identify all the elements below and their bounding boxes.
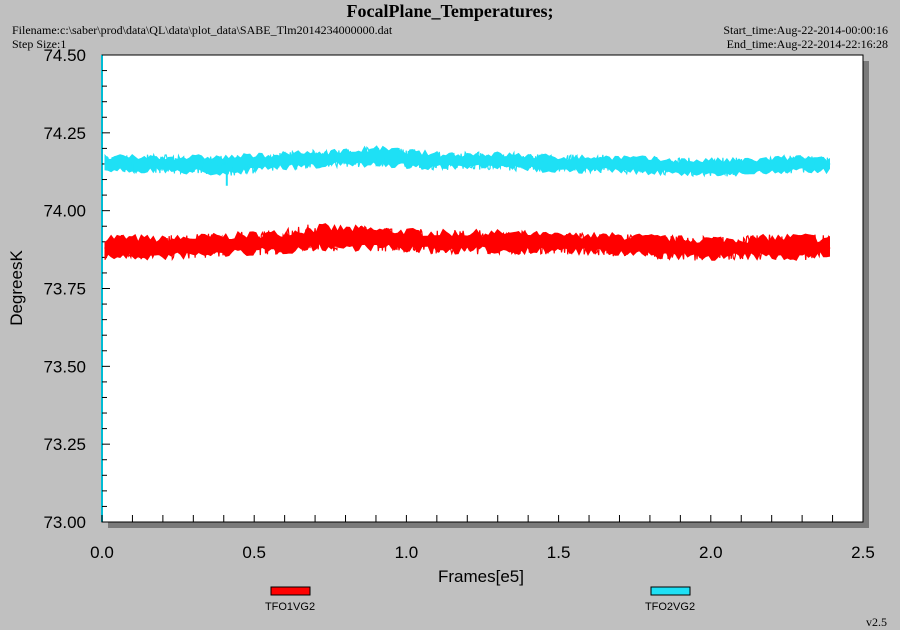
y-tick-label: 74.25 (43, 124, 86, 143)
legend-swatch-tfo1vg2 (270, 586, 311, 596)
data-point-tfo2vg2 (679, 166, 682, 168)
data-point-tfo1vg2 (618, 244, 621, 246)
y-tick-label: 74.00 (43, 202, 86, 221)
data-point-tfo2vg2 (104, 163, 106, 165)
y-tick-label: 73.25 (43, 435, 86, 454)
x-tick-label: 0.5 (242, 543, 266, 562)
data-point-tfo2vg2 (344, 156, 347, 159)
series-line-tfo2vg2 (104, 146, 831, 178)
y-tick-label: 73.00 (43, 513, 86, 532)
y-tick-label: 74.50 (43, 46, 86, 65)
tick-label-layer: 0.0 0.5 1.0 1.5 2.0 2.5 73.00 73.25 73.50 73.75 74… (43, 46, 874, 562)
x-tick-label: 0.0 (90, 543, 114, 562)
data-point-tfo1vg2 (162, 247, 164, 249)
data-point-tfo2vg2 (375, 156, 377, 159)
data-point-tfo2vg2 (222, 163, 225, 165)
data-point-tfo1vg2 (436, 241, 438, 243)
tick-layer (101, 54, 864, 523)
data-point-tfo1vg2 (375, 237, 377, 240)
x-tick-label: 2.0 (699, 543, 723, 562)
data-point-tfo1vg2 (314, 237, 316, 240)
filename-label: Filename:c:\saber\prod\data\QL\data\plot… (12, 23, 393, 37)
series-line-tfo1vg2 (104, 224, 831, 262)
data-point-tfo2vg2 (162, 163, 164, 165)
data-point-tfo2vg2 (436, 160, 438, 162)
data-point-tfo2vg2 (618, 163, 621, 165)
series-band-tfo1vg2 (104, 223, 830, 261)
version-label: v2.5 (866, 615, 887, 629)
legend-swatch-tfo2vg2 (650, 586, 691, 596)
start-time-label: Start_time:Aug-22-2014-00:00:16 (723, 23, 888, 37)
data-point-tfo1vg2 (104, 247, 106, 249)
x-axis-label: Frames[e5] (438, 567, 524, 586)
data-point-tfo1vg2 (828, 247, 831, 249)
x-tick-label: 1.0 (395, 543, 419, 562)
y-tick-label: 73.75 (43, 280, 86, 299)
series-layer (104, 145, 831, 262)
end-time-label: End_time:Aug-22-2014-22:16:28 (727, 37, 888, 51)
data-point-tfo1vg2 (740, 247, 743, 249)
data-point-tfo1vg2 (496, 241, 499, 243)
chart-title: FocalPlane_Temperatures; (347, 1, 554, 21)
y-tick-label: 73.50 (43, 357, 86, 376)
data-point-tfo1vg2 (801, 247, 803, 249)
data-point-tfo2vg2 (496, 160, 499, 162)
data-point-tfo2vg2 (557, 163, 560, 165)
data-point-tfo1vg2 (679, 247, 682, 249)
x-tick-label: 2.5 (851, 543, 875, 562)
step-size-label: Step Size:1 (12, 37, 66, 51)
data-point-tfo1vg2 (283, 241, 286, 243)
plot-area (101, 54, 864, 523)
data-point-tfo2vg2 (828, 163, 831, 165)
data-point-tfo2vg2 (801, 163, 803, 165)
x-tick-label: 1.5 (547, 543, 571, 562)
data-point-tfo2vg2 (283, 160, 286, 162)
y-axis-label: DegreesK (7, 250, 26, 326)
data-point-tfo1vg2 (222, 244, 225, 246)
legend-label-tfo1vg2: TFO1VG2 (265, 601, 315, 613)
data-point-tfo1vg2 (557, 241, 560, 243)
legend-label-tfo2vg2: TFO2VG2 (645, 601, 695, 613)
data-point-tfo2vg2 (740, 166, 743, 168)
